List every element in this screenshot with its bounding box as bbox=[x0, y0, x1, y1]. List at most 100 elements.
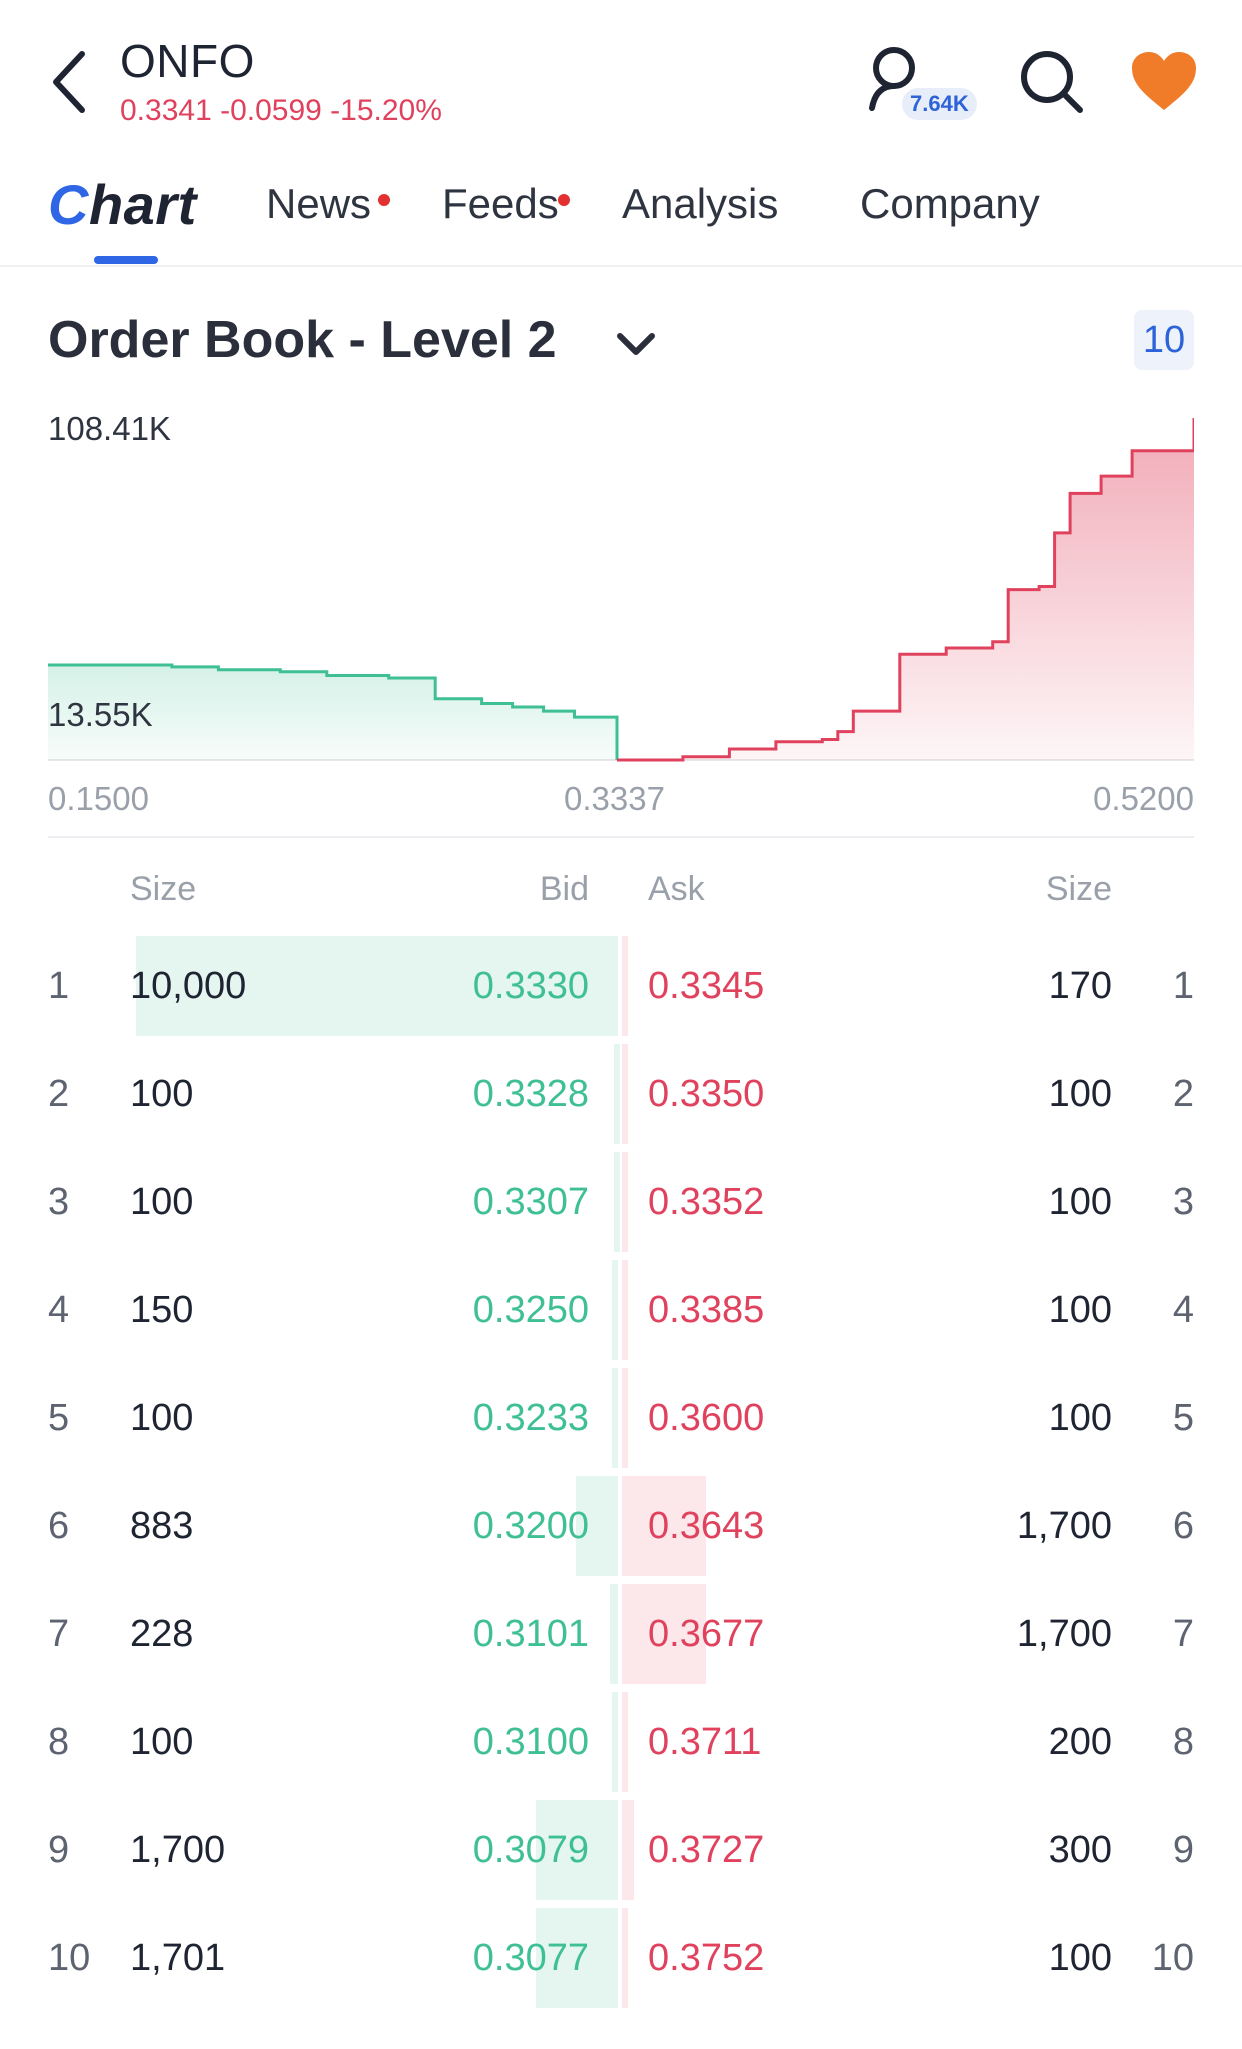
bid-price: 0.3101 bbox=[472, 1613, 589, 1655]
bid-size-bar bbox=[614, 1152, 620, 1252]
ask-size: 1,700 bbox=[1016, 1505, 1112, 1547]
bid-price: 0.3328 bbox=[472, 1073, 589, 1115]
order-book-row: 6 883 0.3200 0.3643 1,700 6 bbox=[0, 1472, 1242, 1580]
ask-rank: 6 bbox=[1172, 1505, 1194, 1547]
ask-size: 100 bbox=[1048, 1397, 1112, 1439]
ask-rank: 3 bbox=[1172, 1181, 1194, 1223]
bid-rank: 5 bbox=[48, 1397, 70, 1439]
ask-size-bar bbox=[622, 1152, 628, 1252]
watchlist-button[interactable] bbox=[1130, 50, 1198, 114]
tab-analysis-label: Analysis bbox=[622, 180, 779, 227]
unread-dot bbox=[558, 194, 570, 206]
bid-size-bar bbox=[612, 1260, 618, 1360]
bid-size: 1,700 bbox=[130, 1829, 226, 1871]
bid-size: 100 bbox=[130, 1073, 194, 1115]
bid-rank: 10 bbox=[48, 1937, 91, 1979]
tab-analysis[interactable]: Analysis bbox=[622, 180, 778, 228]
back-button[interactable] bbox=[44, 46, 96, 118]
ask-rank: 10 bbox=[1151, 1937, 1194, 1979]
divider bbox=[48, 836, 1194, 838]
ask-size-bar bbox=[622, 1692, 628, 1792]
ask-price: 0.3600 bbox=[648, 1397, 765, 1439]
tab-company-label: Company bbox=[860, 180, 1040, 227]
chevron-down-icon bbox=[617, 333, 655, 355]
bid-size: 883 bbox=[130, 1505, 194, 1547]
ask-price: 0.3352 bbox=[648, 1181, 765, 1223]
order-book-row: 2 100 0.3328 0.3350 100 2 bbox=[0, 1040, 1242, 1148]
ask-size-bar bbox=[622, 1260, 628, 1360]
tab-feeds[interactable]: Feeds bbox=[442, 180, 570, 228]
y-mid-label: 13.55K bbox=[48, 696, 153, 733]
order-book-title[interactable]: Order Book - Level 2 bbox=[48, 311, 557, 369]
order-book-row: 3 100 0.3307 0.3352 100 3 bbox=[0, 1148, 1242, 1256]
ask-price: 0.3752 bbox=[648, 1937, 765, 1979]
bid-rank: 4 bbox=[48, 1289, 70, 1331]
ask-size-header: Size bbox=[1045, 870, 1112, 908]
bid-size-bar bbox=[536, 1908, 618, 2008]
ask-depth-line bbox=[617, 418, 1194, 762]
bid-rank: 1 bbox=[48, 965, 70, 1007]
order-book-row: 1 10,000 0.3330 0.3345 170 1 bbox=[0, 932, 1242, 1040]
tab-news[interactable]: News bbox=[266, 180, 390, 228]
bid-price: 0.3079 bbox=[472, 1829, 589, 1871]
ask-rank: 2 bbox=[1172, 1073, 1194, 1115]
tab-chart[interactable]: Chart bbox=[48, 172, 197, 237]
bid-size-bar bbox=[610, 1584, 618, 1684]
bid-price: 0.3233 bbox=[472, 1397, 589, 1439]
tab-feeds-label: Feeds bbox=[442, 180, 559, 227]
depth-level-selector[interactable]: 10 bbox=[1134, 310, 1194, 370]
bid-size-bar bbox=[536, 1800, 618, 1900]
tab-news-label: News bbox=[266, 180, 372, 227]
bid-size: 100 bbox=[130, 1721, 194, 1763]
bid-rank: 8 bbox=[48, 1721, 70, 1763]
tab-company[interactable]: Company bbox=[860, 180, 1040, 228]
ask-size-bar bbox=[622, 1908, 628, 2008]
order-book-dropdown[interactable] bbox=[612, 320, 660, 368]
search-button[interactable] bbox=[1016, 46, 1088, 118]
follower-count-badge: 7.64K bbox=[902, 88, 977, 120]
tab-bar: Chart News Feeds Analysis Company bbox=[0, 160, 1242, 267]
bid-size-bar bbox=[614, 1044, 620, 1144]
bid-size: 100 bbox=[130, 1181, 194, 1223]
bid-header: Bid bbox=[539, 870, 589, 908]
bid-size: 10,000 bbox=[130, 965, 247, 1007]
search-icon bbox=[1021, 51, 1083, 113]
bid-size: 1,701 bbox=[130, 1937, 226, 1979]
order-book-row: 9 1,700 0.3079 0.3727 300 9 bbox=[0, 1796, 1242, 1904]
ask-size-bar bbox=[622, 1584, 706, 1684]
ask-rank: 5 bbox=[1172, 1397, 1194, 1439]
ask-size-bar bbox=[622, 1800, 634, 1900]
ask-rank: 7 bbox=[1172, 1613, 1194, 1655]
bid-price: 0.3200 bbox=[472, 1505, 589, 1547]
ask-price: 0.3711 bbox=[648, 1721, 762, 1763]
x-tick-min: 0.1500 bbox=[48, 780, 149, 817]
ask-price: 0.3350 bbox=[648, 1073, 765, 1115]
order-book-row: 5 100 0.3233 0.3600 100 5 bbox=[0, 1364, 1242, 1472]
ask-rank: 8 bbox=[1172, 1721, 1194, 1763]
ask-size: 300 bbox=[1048, 1829, 1112, 1871]
bid-price: 0.3250 bbox=[472, 1289, 589, 1331]
ask-rank: 4 bbox=[1172, 1289, 1194, 1331]
ask-size: 1,700 bbox=[1016, 1613, 1112, 1655]
ask-price: 0.3677 bbox=[648, 1613, 765, 1655]
bid-rank: 3 bbox=[48, 1181, 70, 1223]
order-book-row: 10 1,701 0.3077 0.3752 100 10 bbox=[0, 1904, 1242, 2012]
active-tab-indicator bbox=[94, 256, 158, 264]
tab-chart-initial: C bbox=[48, 173, 89, 236]
bid-size-bar bbox=[612, 1368, 618, 1468]
bid-price: 0.3330 bbox=[472, 965, 589, 1007]
x-tick-mid: 0.3337 bbox=[564, 780, 665, 817]
follow-button[interactable]: 7.64K bbox=[862, 44, 982, 134]
bid-size-bar bbox=[136, 936, 618, 1036]
order-book-row: 4 150 0.3250 0.3385 100 4 bbox=[0, 1256, 1242, 1364]
ask-size: 100 bbox=[1048, 1181, 1112, 1223]
user-icon bbox=[869, 47, 915, 111]
x-tick-max: 0.5200 bbox=[1093, 780, 1194, 817]
bid-rank: 9 bbox=[48, 1829, 70, 1871]
ask-size: 100 bbox=[1048, 1937, 1112, 1979]
bid-price: 0.3077 bbox=[472, 1937, 589, 1979]
bid-size: 228 bbox=[130, 1613, 194, 1655]
ask-size-bar bbox=[622, 1044, 628, 1144]
ask-depth-area bbox=[617, 418, 1194, 760]
ask-size: 200 bbox=[1048, 1721, 1112, 1763]
